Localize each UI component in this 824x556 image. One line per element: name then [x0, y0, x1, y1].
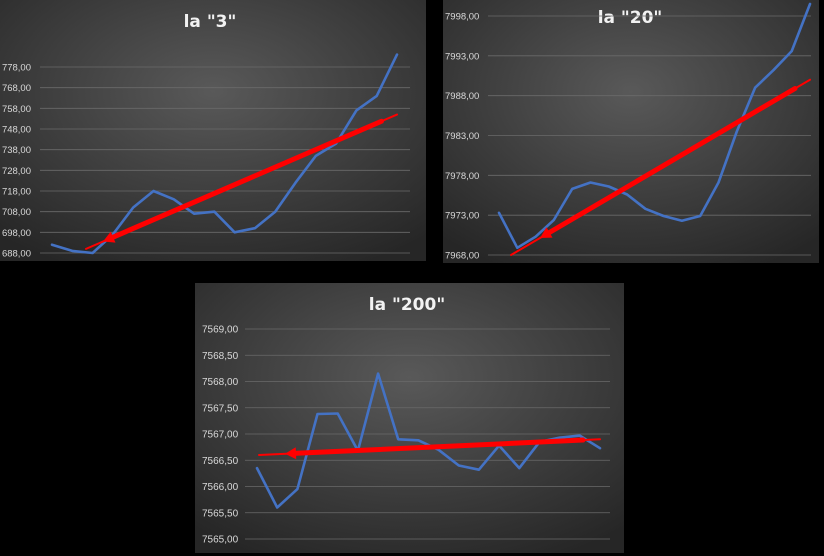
y-tick-label: 748,00 [2, 125, 31, 136]
y-tick-label: 7973,00 [445, 211, 479, 222]
y-tick-label: 7988,00 [445, 91, 479, 102]
y-tick-label: 708,00 [2, 207, 31, 218]
chart-title: la "20" [598, 8, 663, 28]
y-tick-label: 7983,00 [445, 131, 479, 142]
y-tick-label: 7569,00 [202, 325, 239, 336]
chart-background [443, 0, 819, 263]
trend-arrow-head [540, 227, 553, 239]
trend-arrow-line [543, 85, 798, 237]
y-tick-label: 738,00 [2, 145, 31, 156]
y-tick-label: 7567,00 [202, 430, 239, 441]
chart-title: la "3" [184, 12, 237, 32]
chart-title: la "200" [369, 295, 445, 315]
y-tick-label: 7567,50 [202, 403, 239, 414]
y-tick-label: 768,00 [2, 83, 31, 94]
y-tick-label: 7565,00 [202, 535, 239, 546]
chart-panel-la-3: la "3" 778,00 768,00 758,00 748,00 738,00 728… [0, 0, 426, 261]
chart-panel-la-20: la "20" 7998,00 7993,00 7988,00 7983,00 7978… [443, 0, 819, 263]
y-tick-label: 7566,00 [202, 482, 239, 493]
y-tick-label: 698,00 [2, 228, 31, 239]
chart-la-200: la "200" 7569,00 7568,50 7568,00 7567,50 756… [195, 283, 624, 553]
trend-arrow-head [285, 447, 297, 460]
y-tick-label: 7566,50 [202, 456, 239, 467]
chart-la-20: la "20" 7998,00 7993,00 7988,00 7983,00 7978… [443, 0, 819, 263]
y-tick-label: 7978,00 [445, 171, 479, 182]
trend-arrow-line [288, 437, 586, 457]
y-tick-label: 7998,00 [445, 12, 479, 23]
y-tick-label: 7568,50 [202, 351, 239, 362]
y-tick-label: 7993,00 [445, 51, 479, 62]
y-tick-label: 728,00 [2, 166, 31, 177]
data-series-line [497, 2, 812, 250]
trend-arrow-line [106, 118, 384, 242]
y-tick-label: 758,00 [2, 104, 31, 115]
y-tick-label: 718,00 [2, 187, 31, 198]
y-tick-label: 7568,00 [202, 377, 239, 388]
trend-arrow-head [103, 231, 116, 243]
y-tick-label: 7565,50 [202, 508, 239, 519]
y-tick-label: 778,00 [2, 63, 31, 74]
chart-panel-la-200: la "200" 7569,00 7568,50 7568,00 7567,50 756… [195, 283, 624, 553]
chart-background [195, 283, 624, 553]
y-tick-label: 688,00 [2, 249, 31, 260]
chart-la-3: la "3" 778,00 768,00 758,00 748,00 738,00 728… [0, 0, 426, 261]
y-tick-label: 7968,00 [445, 251, 479, 262]
